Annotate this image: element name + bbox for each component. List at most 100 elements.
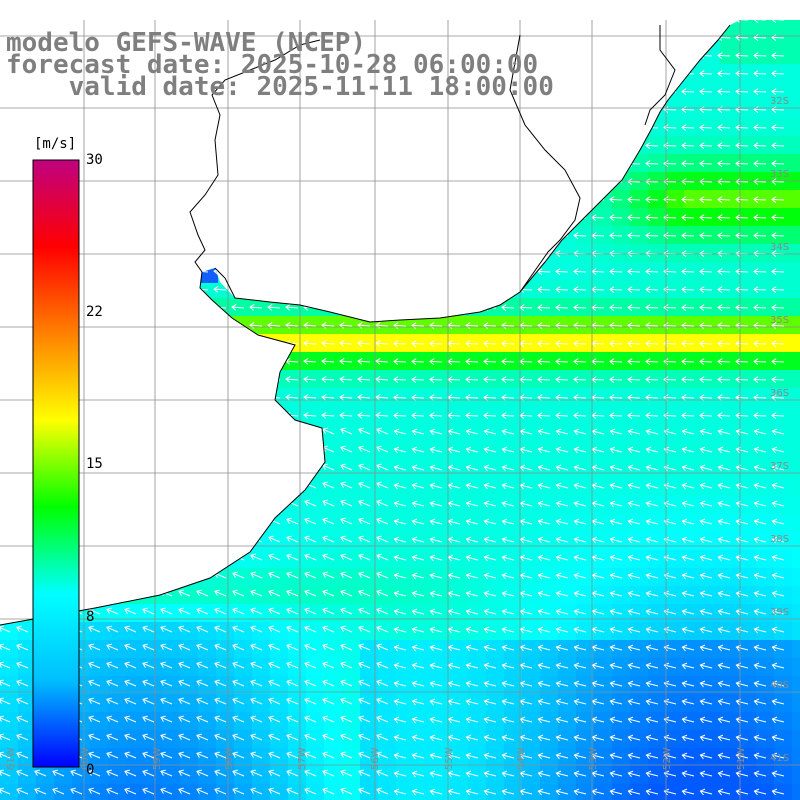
wind-arrow [231,105,245,113]
wind-arrow [591,124,605,131]
wind-arrow [105,123,119,131]
wind-arrow [375,357,389,365]
wind-arrow [249,195,263,203]
wind-arrow [735,340,749,347]
wind-arrow [681,20,695,23]
wind-arrow [375,141,389,149]
wind-arrow [250,607,263,615]
wind-arrow [250,481,263,489]
wind-arrow [106,445,119,453]
wind-arrow [609,752,623,760]
wind-arrow [501,178,515,185]
wind-arrow [699,178,713,185]
wind-arrow [411,196,425,203]
wind-arrow [15,249,29,257]
wind-arrow [681,626,695,634]
wind-arrow [196,787,209,795]
colorbar-tick-30: 30 [86,152,103,168]
wind-arrow [393,770,407,778]
wind-arrow [753,52,767,59]
wind-arrow [0,195,11,203]
wind-arrow [88,445,101,453]
wind-arrow [268,553,281,561]
wind-arrow [717,788,731,796]
wind-arrow [178,499,191,507]
wind-arrow [357,267,371,275]
wind-arrow [519,34,533,41]
wind-arrow [268,787,281,795]
wind-arrow [231,123,245,131]
wind-arrow [357,339,371,347]
wind-arrow [393,340,407,347]
wind-arrow [411,536,425,544]
wind-arrow [340,625,353,633]
wind-arrow [0,499,11,507]
wind-arrow [735,358,749,365]
wind-arrow [555,590,569,598]
wind-arrow [771,142,785,149]
wind-arrow [627,734,641,742]
wind-arrow [16,553,29,561]
wind-arrow [393,590,407,598]
wind-arrow [375,393,389,401]
wind-arrow [0,571,11,579]
wind-arrow [681,590,695,598]
wind-arrow [286,553,299,561]
wind-arrow [501,554,515,562]
wind-arrow [304,751,317,759]
wind-arrow [681,446,695,454]
wind-arrow [213,195,227,203]
wind-arrow [699,160,713,167]
wind-arrow [393,698,407,706]
wind-arrow [15,393,29,401]
wind-arrow [88,517,101,525]
wind-arrow [250,553,263,561]
wind-arrow [501,196,515,203]
wind-arrow [447,268,461,275]
wind-arrow [357,357,371,365]
wind-arrow [717,770,731,778]
wind-arrow [303,357,317,365]
wind-arrow [88,571,101,579]
wind-arrow [717,572,731,580]
wind-arrow [376,697,389,705]
wind-arrow [358,661,371,669]
wind-arrow [645,590,659,598]
wind-arrow [358,769,371,777]
wind-arrow [142,589,155,597]
wind-arrow [141,267,155,275]
wind-arrow [483,662,497,670]
wind-arrow [555,124,569,131]
wind-arrow [609,680,623,688]
wind-arrow [340,751,353,759]
wind-arrow [465,304,479,311]
wind-arrow [268,625,281,633]
wind-arrow [609,572,623,580]
wind-arrow [340,517,353,525]
wind-arrow [681,52,695,59]
wind-arrow [196,715,209,723]
wind-arrow [735,412,749,419]
wind-arrow [501,464,515,472]
wind-arrow [286,589,299,597]
wind-arrow [681,304,695,311]
wind-arrow [88,589,101,597]
wind-arrow [124,463,137,471]
wind-arrow [195,411,209,419]
wind-arrow [537,446,551,454]
wind-arrow [322,535,335,543]
wind-arrow [429,698,443,706]
wind-arrow [735,286,749,293]
wind-arrow [250,715,263,723]
wind-arrow [52,787,65,795]
wind-arrow [537,680,551,688]
wind-arrow [717,376,731,383]
wind-arrow [304,499,317,507]
wind-arrow [501,322,515,329]
wind-arrow [142,625,155,633]
wind-arrow [627,106,641,113]
wind-arrow [771,716,785,724]
wind-arrow [573,680,587,688]
wind-arrow [124,643,137,651]
wind-arrow [411,662,425,670]
